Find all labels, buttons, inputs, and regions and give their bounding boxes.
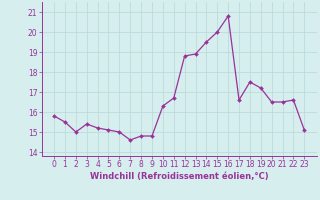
X-axis label: Windchill (Refroidissement éolien,°C): Windchill (Refroidissement éolien,°C) <box>90 172 268 181</box>
